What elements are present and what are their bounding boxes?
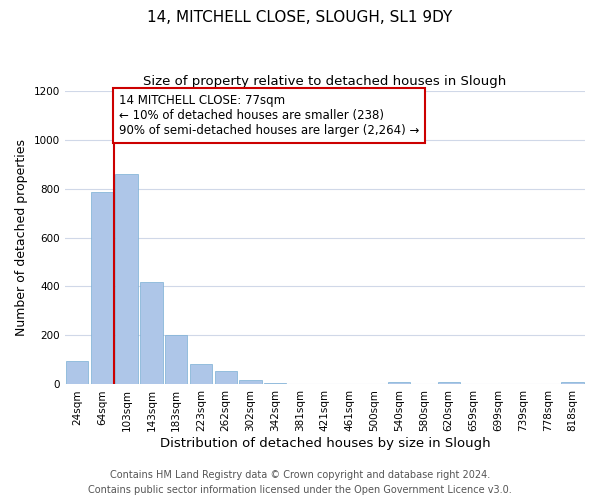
Bar (239, 380, 262, 384)
Bar (165, 336, 187, 384)
Bar (140, 282, 163, 385)
Bar (388, 382, 410, 384)
Bar (562, 382, 584, 384)
Bar (115, 174, 138, 384)
Text: 14 MITCHELL CLOSE: 77sqm
← 10% of detached houses are smaller (238)
90% of semi-: 14 MITCHELL CLOSE: 77sqm ← 10% of detach… (119, 94, 419, 137)
Bar (66, 361, 88, 384)
Title: Size of property relative to detached houses in Slough: Size of property relative to detached ho… (143, 75, 506, 88)
Bar (437, 382, 460, 384)
Bar (91, 192, 113, 384)
X-axis label: Distribution of detached houses by size in Slough: Distribution of detached houses by size … (160, 437, 490, 450)
Bar (215, 371, 237, 384)
Bar (190, 364, 212, 384)
Y-axis label: Number of detached properties: Number of detached properties (15, 139, 28, 336)
Bar (264, 383, 286, 384)
Text: 14, MITCHELL CLOSE, SLOUGH, SL1 9DY: 14, MITCHELL CLOSE, SLOUGH, SL1 9DY (148, 10, 452, 25)
Text: Contains HM Land Registry data © Crown copyright and database right 2024.
Contai: Contains HM Land Registry data © Crown c… (88, 470, 512, 495)
